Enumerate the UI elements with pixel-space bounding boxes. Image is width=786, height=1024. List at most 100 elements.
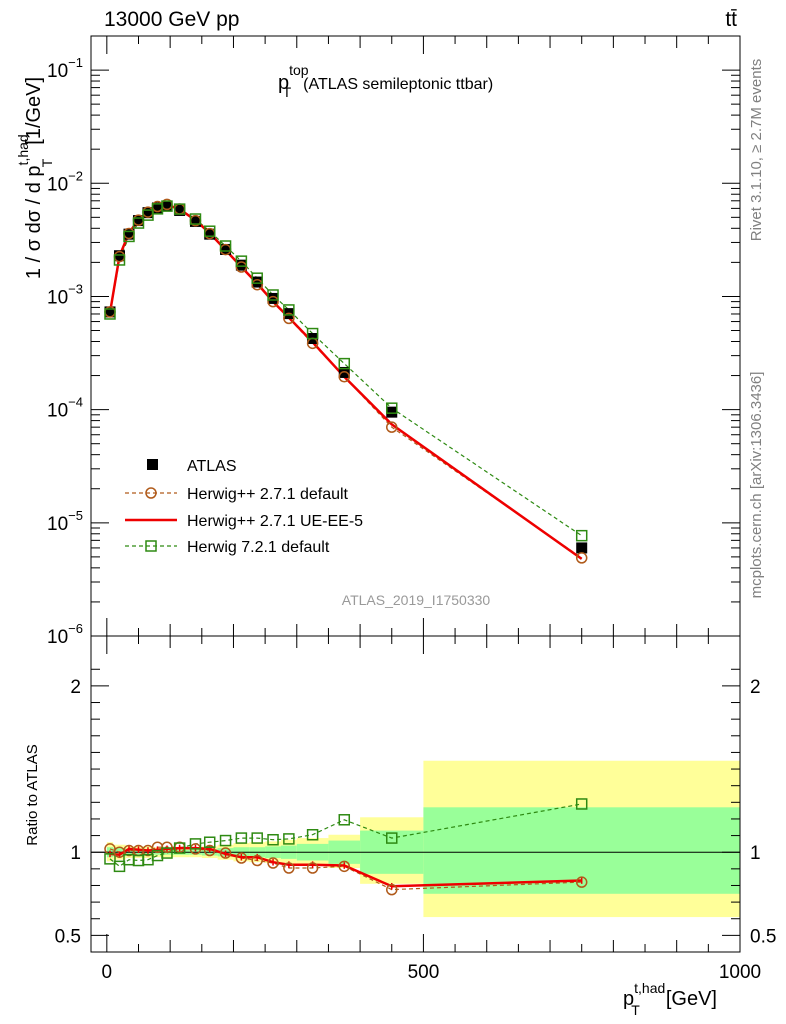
herwig72-point: [235, 255, 248, 267]
y-tick-label: 10−1: [47, 55, 83, 82]
herwigpp-default-ratio-point: [575, 876, 588, 888]
x-tick-label: 0: [102, 962, 113, 983]
atlas-point: [386, 406, 398, 418]
herwigpp-default-ratio-point: [251, 854, 263, 867]
legend-label-atlas: ATLAS: [187, 458, 237, 475]
herwig72-ratio-point: [306, 828, 319, 841]
herwigpp-default-point: [283, 312, 295, 325]
herwig72-ratio-point: [203, 836, 216, 848]
herwigpp-default-point: [235, 261, 248, 273]
legend-marker-herwigpp-default: [145, 487, 157, 499]
herwigpp-default-ratio-point: [161, 841, 173, 853]
herwig72-point: [189, 213, 202, 225]
herwig72-point: [123, 230, 135, 243]
atlas-point: [576, 542, 588, 554]
herwig72-ratio-point: [338, 814, 351, 826]
rivet-label: Rivet 3.1.10, ≥ 2.7M events: [748, 59, 765, 242]
herwig72-point: [173, 203, 186, 215]
herwig72-point: [575, 529, 588, 542]
herwig72-point: [219, 240, 232, 252]
atlas-point: [189, 215, 201, 227]
main-series: [104, 198, 588, 564]
plot-title: ptop T (ATLAS semileptonic ttbar): [278, 62, 493, 100]
atlas-point: [267, 292, 279, 304]
herwig72-ratio-point: [104, 853, 116, 865]
atlas-point: [142, 207, 154, 219]
legend-marker-herwig72: [145, 540, 157, 552]
herwig72-ratio-point: [219, 834, 232, 847]
herwig72-point: [113, 254, 126, 266]
herwig72-point: [161, 200, 173, 212]
herwig72-ratio-point: [235, 832, 248, 844]
herwigpp-default-ratio-point: [203, 844, 216, 857]
herwig72-ratio-point: [283, 833, 295, 845]
atlas-point: [220, 243, 232, 255]
analysis-label: ATLAS_2019_I1750330: [342, 592, 491, 608]
herwigpp-default-ratio-point: [283, 862, 295, 874]
atlas-point: [251, 276, 263, 288]
energy-label: 13000 GeV pp: [104, 8, 239, 31]
ratio-tick-label: 2: [70, 677, 81, 698]
herwig72-ratio-point: [251, 832, 263, 844]
herwig72-point: [203, 225, 216, 237]
ratio-tick-label: 1: [70, 843, 81, 864]
herwig72-ratio-point: [386, 832, 398, 844]
legend: ATLAS Herwig++ 2.7.1 default Herwig++ 2.…: [125, 458, 363, 556]
y-tick-label: 10−3: [47, 281, 83, 308]
herwigpp-default-point: [251, 278, 263, 291]
x-tick-label: 1000: [719, 962, 761, 983]
herwigpp-default-ratio-point: [338, 860, 351, 873]
atlas-point: [132, 215, 144, 227]
legend-label-herwigpp-ueee5: Herwig++ 2.7.1 UE-EE-5: [187, 513, 363, 530]
herwigpp-default-ratio-point: [386, 883, 398, 896]
herwig72-ratio-point: [267, 833, 279, 846]
herwigpp-default-ratio-point: [267, 857, 279, 869]
herwig72-point: [283, 304, 295, 316]
herwig72-point: [251, 272, 263, 284]
herwig72-point: [386, 402, 398, 414]
ratio-plot-frame: [90, 635, 741, 953]
ratio-tick-label: 2: [750, 677, 761, 698]
herwigpp-default-ratio-point: [235, 852, 248, 864]
ratio-tick-label: 0.5: [55, 926, 81, 947]
atlas-point: [161, 200, 173, 212]
herwigpp-default-ratio-point: [306, 862, 319, 874]
atlas-point: [123, 228, 135, 240]
herwigpp-default-point: [338, 371, 351, 383]
ratio-tick-label: 1: [750, 843, 761, 864]
herwigpp-default-point: [386, 421, 398, 433]
mcplots-label: mcplots.cern.ch [arXiv:1306.3436]: [748, 372, 765, 599]
ratio-tick-label: 0.5: [750, 926, 776, 947]
herwig72-ratio-point: [173, 842, 186, 854]
herwig72-point: [104, 308, 116, 320]
atlas-point: [204, 228, 216, 240]
legend-label-herwig72: Herwig 7.2.1 default: [187, 539, 330, 556]
y-tick-label: 10−2: [47, 168, 83, 195]
herwig72-point: [306, 327, 319, 340]
y-tick-label: 10−4: [47, 395, 83, 422]
herwigpp-default-point: [575, 552, 588, 564]
herwig72-ratio-line: [109, 803, 582, 868]
herwigpp-default-point: [267, 295, 279, 308]
atlas-point: [104, 306, 116, 318]
herwig72-point: [267, 289, 279, 301]
x-tick-label: 500: [408, 962, 440, 983]
atlas-point: [151, 202, 163, 214]
herwig72-point: [142, 209, 154, 221]
y-tick-label: 10−5: [47, 508, 83, 535]
ratio-series: [104, 798, 588, 896]
herwig72-ratio-point: [161, 847, 173, 859]
process-label: tt̄: [725, 8, 737, 31]
atlas-point: [174, 204, 186, 216]
atlas-point: [235, 259, 247, 271]
herwig72-ratio-point: [113, 860, 126, 873]
herwig72-point: [132, 217, 145, 229]
x-axis-label: pt,had T [GeV]: [623, 980, 717, 1018]
legend-marker-atlas: [147, 459, 158, 470]
legend-label-herwigpp-default: Herwig++ 2.7.1 default: [187, 486, 349, 503]
herwig72-ratio-point: [189, 838, 202, 850]
herwigpp-default-ratio-point: [219, 847, 232, 859]
